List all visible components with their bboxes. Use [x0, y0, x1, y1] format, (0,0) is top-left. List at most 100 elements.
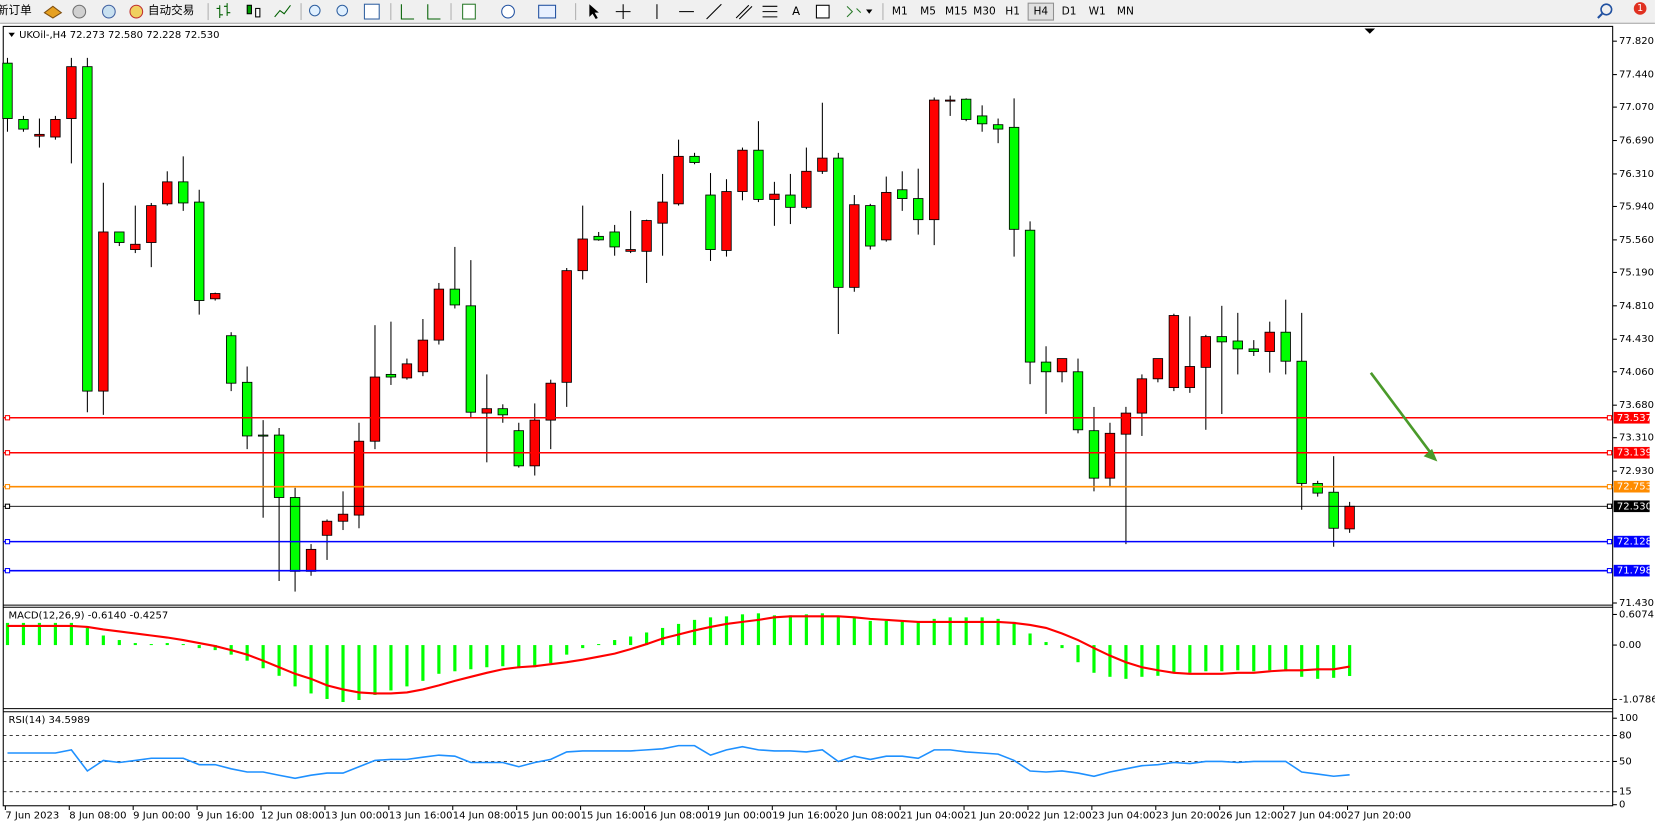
chart-shift-icon[interactable] [400, 4, 415, 20]
timeframe-button[interactable]: M5 [920, 6, 936, 18]
macd-bar [1076, 645, 1080, 663]
timeframe-button[interactable]: W1 [1089, 6, 1106, 18]
macd-bar [916, 621, 920, 646]
annotation-arrow-head [1423, 448, 1438, 462]
candle-body [753, 149, 764, 200]
notification-count[interactable]: 1 [1637, 3, 1643, 14]
dropdown-arrow[interactable] [866, 9, 873, 14]
x-tick-label: 23 Jun 20:00 [1156, 810, 1220, 821]
level-label: 72.753 [1617, 482, 1652, 493]
macd-bar [485, 645, 489, 668]
x-tick-label: 26 Jun 12:00 [1220, 810, 1284, 821]
level-anchor [4, 538, 11, 545]
macd-bar [1108, 645, 1112, 677]
bar-chart-icon[interactable] [216, 3, 231, 18]
macd-bar [117, 640, 121, 646]
candle-body [210, 293, 221, 300]
macd-bar [85, 627, 89, 646]
auto-trading-icon[interactable] [129, 4, 144, 19]
macd-bar [453, 645, 457, 672]
zoom-in-icon[interactable] [308, 4, 321, 17]
macd-bar [900, 620, 904, 646]
channel-tool[interactable] [735, 4, 753, 20]
candle-body [66, 66, 77, 119]
macd-bar [645, 632, 649, 646]
new-order-button[interactable]: 新订单 [0, 3, 32, 17]
timeframe-button[interactable]: M15 [945, 6, 968, 18]
level-label: 73.139 [1617, 448, 1652, 459]
symbol-menu-arrow [8, 32, 15, 37]
rsi-line [7, 744, 1350, 780]
indicators-icon[interactable] [462, 3, 476, 20]
candle-body [865, 205, 876, 247]
candle-body [1040, 361, 1052, 373]
x-tick-label: 12 Jun 08:00 [261, 810, 325, 821]
candle-chart-icon-2[interactable] [255, 7, 261, 18]
macd-bar [517, 645, 521, 669]
autoscroll-icon[interactable] [427, 4, 441, 20]
macd-bar [1188, 645, 1192, 673]
level-label: 73.537 [1617, 413, 1652, 424]
candle-body [321, 520, 333, 536]
periods-icon[interactable] [501, 4, 515, 19]
macd-bar [1300, 645, 1304, 677]
search-icon-handle[interactable] [1597, 12, 1603, 19]
auto-trading-button[interactable]: 自动交易 [148, 3, 194, 17]
macd-bar [421, 645, 425, 681]
candle-body [194, 201, 205, 301]
timeframe-button[interactable]: D1 [1062, 6, 1077, 18]
macd-bar [501, 645, 505, 667]
timeframe-button[interactable]: H4 [1033, 6, 1048, 18]
data-window-icon[interactable] [72, 4, 87, 19]
candle-body [913, 198, 924, 221]
candle-body [369, 376, 381, 442]
fibonacci-tool[interactable] [762, 5, 778, 18]
macd-bar [133, 643, 137, 646]
macd-bar [389, 645, 393, 691]
timeframe-button[interactable]: M1 [892, 6, 908, 18]
x-tick-label: 19 Jun 00:00 [708, 810, 772, 821]
macd-bar [53, 622, 57, 646]
timeframe-button[interactable]: M30 [973, 6, 996, 18]
crosshair-tool[interactable] [615, 4, 631, 20]
candle-body [18, 119, 29, 130]
cursor-tool[interactable] [589, 4, 599, 20]
timeframe-button[interactable]: MN [1117, 6, 1134, 18]
candle-body [1296, 360, 1307, 484]
macd-bar [692, 619, 697, 646]
y-tick-label: 100 [1619, 713, 1638, 724]
candle-body [960, 98, 972, 120]
x-tick-label: 27 Jun 04:00 [1284, 810, 1348, 821]
timeframe-button[interactable]: H1 [1005, 6, 1020, 18]
navigator-icon[interactable] [101, 4, 116, 19]
level-label-bg [1613, 411, 1650, 424]
search-icon[interactable] [1600, 3, 1613, 16]
macd-bar [708, 617, 713, 646]
macd-bar [21, 622, 26, 646]
candle-body [625, 249, 636, 252]
plots: UKOil-,H4 72.273 72.580 72.228 72.530 77.… [2, 30, 1655, 821]
arrows-tool[interactable] [846, 5, 862, 18]
candle-body [1344, 505, 1355, 530]
candle-body [449, 288, 461, 306]
candle-body [513, 430, 524, 467]
candle-body [1264, 331, 1275, 352]
text-label-tool[interactable] [815, 4, 830, 19]
text-tool[interactable]: A [792, 4, 800, 18]
market-watch-icon[interactable] [43, 5, 63, 19]
x-tick-label: 8 Jun 08:00 [69, 810, 126, 821]
templates-icon[interactable] [538, 4, 557, 19]
candle-chart-icon[interactable] [246, 4, 252, 15]
zoom-out-icon[interactable] [336, 4, 349, 17]
macd-bar [932, 618, 936, 646]
candle-body [1056, 358, 1068, 373]
notification-badge[interactable] [1633, 2, 1647, 15]
line-chart-icon[interactable] [274, 4, 291, 18]
trendline-tool[interactable] [706, 3, 722, 20]
macd-bar [437, 645, 441, 674]
tile-windows-icon[interactable] [363, 3, 380, 20]
macd-bar [1012, 621, 1016, 646]
level-anchor [1606, 450, 1613, 456]
macd-bar [948, 617, 952, 646]
y-tick-label: 0.00 [1619, 640, 1641, 651]
